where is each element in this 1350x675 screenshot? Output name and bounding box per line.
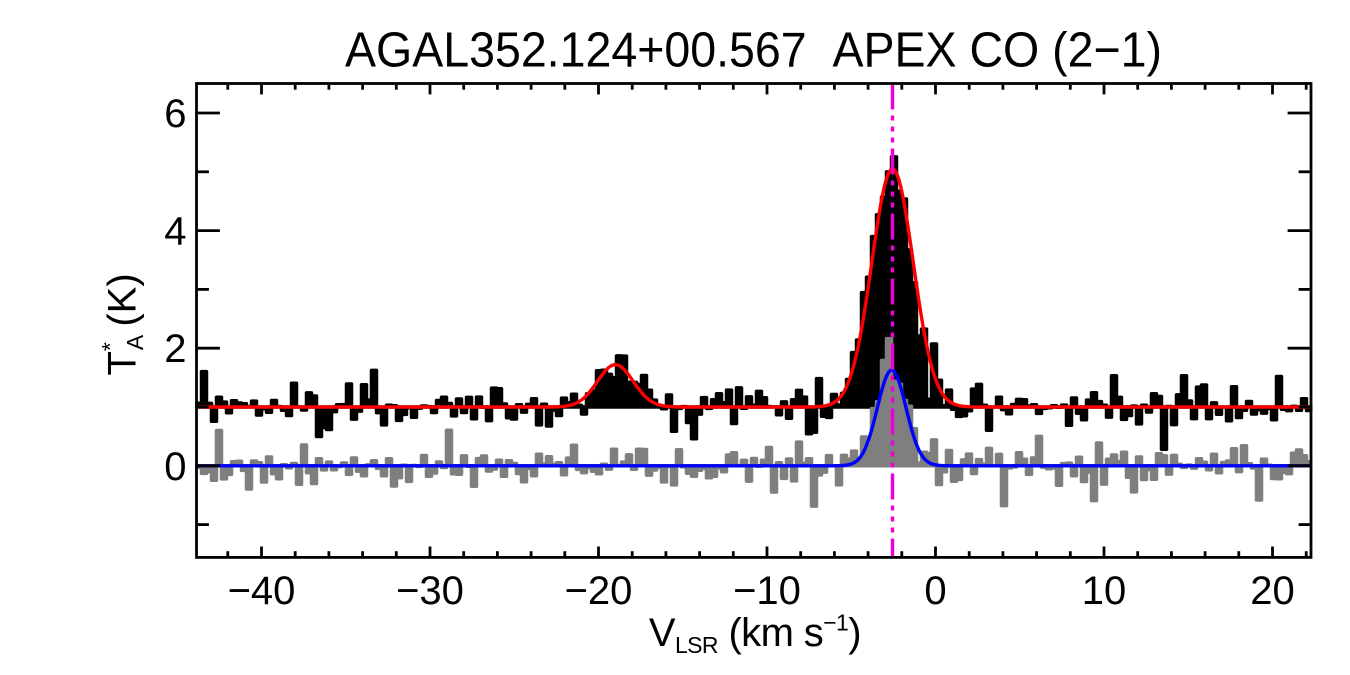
svg-text:20: 20 — [1250, 569, 1295, 613]
svg-text:−30: −30 — [396, 569, 464, 613]
svg-text:−40: −40 — [228, 569, 296, 613]
svg-text:T*A (K): T*A (K) — [97, 273, 148, 375]
svg-text:0: 0 — [164, 445, 186, 489]
svg-text:2: 2 — [164, 327, 186, 371]
svg-text:6: 6 — [164, 92, 186, 136]
svg-text:−20: −20 — [565, 569, 633, 613]
svg-text:0: 0 — [924, 569, 946, 613]
svg-text:VLSR (km s−1): VLSR (km s−1) — [649, 610, 861, 659]
svg-text:−10: −10 — [733, 569, 801, 613]
svg-text:AGAL352.124+00.567 APEX CO (2: AGAL352.124+00.567 APEX CO (2−1) — [345, 23, 1162, 78]
svg-text:10: 10 — [1082, 569, 1127, 613]
svg-text:4: 4 — [164, 210, 186, 254]
